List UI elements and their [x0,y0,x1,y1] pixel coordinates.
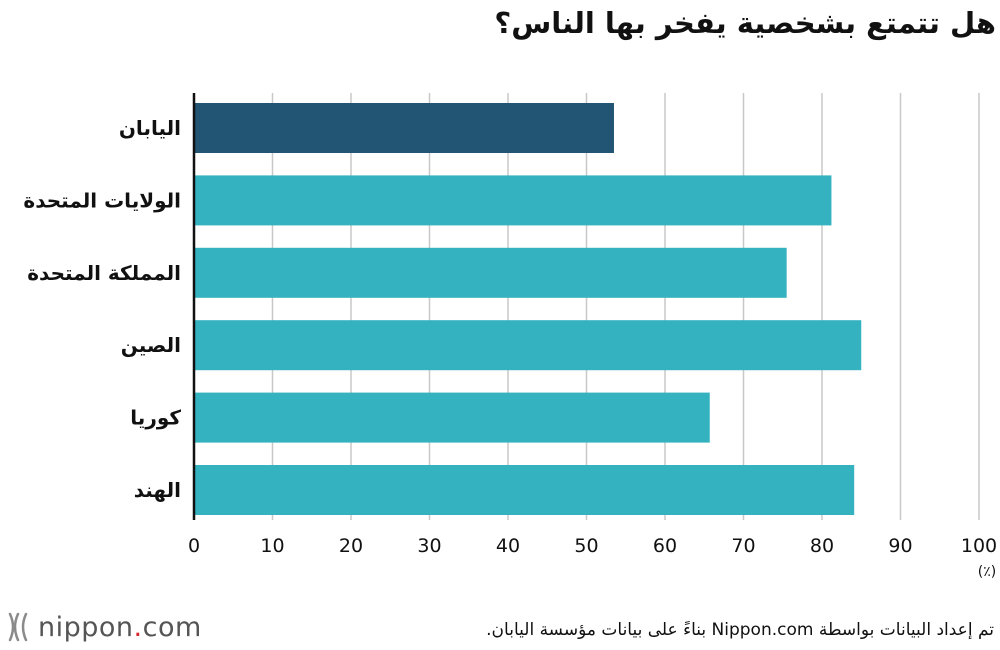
x-tick-label: 100 [961,535,997,557]
x-tick-label: 60 [653,535,677,557]
chart-title: هل تتمتع بشخصية يفخر بها الناس؟ [494,6,996,40]
x-tick-label: 20 [339,535,363,557]
x-tick-label: 40 [496,535,520,557]
x-tick-label: 0 [188,535,200,557]
x-unit-label: (٪) [978,564,996,580]
source-note: تم إعداد البيانات بواسطة Nippon.com بناء… [486,620,994,640]
category-label: الهند [134,478,181,502]
category-label: المملكة المتحدة [27,261,181,285]
bar [194,320,862,371]
x-tick-labels: 0 10 20 30 40 50 60 70 80 90 100 [188,535,997,557]
logo-tld: com [142,611,202,643]
category-label: الصين [121,333,181,357]
category-labels: اليابان الولايات المتحدة المملكة المتحدة ال… [23,116,181,502]
x-tick-label: 50 [574,535,598,557]
bar [194,465,855,515]
category-label: الولايات المتحدة [23,188,181,212]
bar-chart: اليابان الولايات المتحدة المملكة المتحدة ال… [23,93,997,580]
category-label: كوريا [130,406,181,430]
nippon-logo: nippon.com [6,610,202,644]
x-tick-label: 80 [810,535,834,557]
bars [194,103,862,515]
nippon-logo-text: nippon.com [38,612,202,643]
x-tick-label: 70 [731,535,755,557]
x-tick-label: 90 [888,535,912,557]
bar [194,103,614,153]
nippon-logo-mark-icon [8,612,28,642]
bar [194,392,710,443]
x-tick-label: 30 [417,535,441,557]
x-tick-label: 10 [260,535,284,557]
logo-name: nippon [38,611,134,643]
category-label: اليابان [119,116,181,140]
gridlines [271,93,980,520]
bar [194,175,832,226]
logo-dot: . [133,611,143,643]
bar [194,247,787,298]
